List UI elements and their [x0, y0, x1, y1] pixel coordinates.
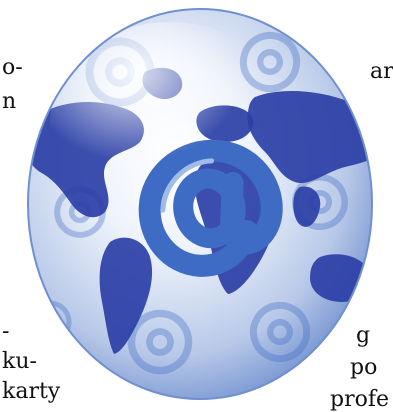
globe-svg: [27, 8, 373, 400]
text-fragment-right-bottom-1: g: [356, 323, 371, 348]
sphere-shine: [50, 22, 290, 222]
text-fragment-right-bottom-2: po: [350, 355, 378, 380]
sphere-edge: [27, 8, 373, 400]
text-fragment-left-top-1: o-: [2, 55, 23, 80]
text-fragment-left-bottom-3: karty: [2, 379, 61, 404]
text-fragment-left-bottom-2: ku-: [2, 349, 37, 374]
text-fragment-left-bottom-1: -: [2, 319, 10, 344]
globe-illustration: [10, 2, 390, 402]
text-fragment-right-top-1: ar: [370, 59, 393, 84]
text-fragment-left-top-2: n: [2, 89, 17, 114]
